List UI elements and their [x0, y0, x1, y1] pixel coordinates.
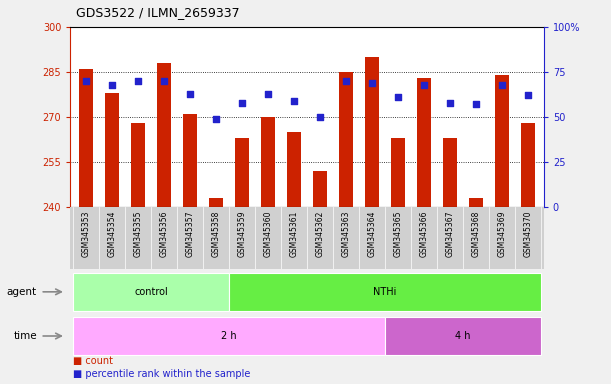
- Text: GSM345364: GSM345364: [368, 210, 376, 257]
- Bar: [157, 63, 171, 207]
- Point: [341, 78, 351, 84]
- Point: [107, 81, 117, 88]
- Text: time: time: [13, 331, 37, 341]
- Text: 2 h: 2 h: [221, 331, 237, 341]
- Bar: [235, 138, 249, 207]
- Point: [393, 94, 403, 100]
- Text: control: control: [134, 287, 168, 297]
- Bar: [469, 199, 483, 207]
- Text: GDS3522 / ILMN_2659337: GDS3522 / ILMN_2659337: [76, 6, 240, 19]
- Text: GSM345369: GSM345369: [498, 210, 507, 257]
- Bar: [339, 72, 353, 207]
- Bar: [391, 138, 405, 207]
- Text: GSM345367: GSM345367: [445, 210, 455, 257]
- Bar: [495, 75, 510, 207]
- Text: GSM345370: GSM345370: [524, 210, 533, 257]
- Bar: [79, 69, 93, 207]
- Text: GSM345358: GSM345358: [211, 210, 221, 257]
- Text: GSM345368: GSM345368: [472, 210, 481, 257]
- Text: GSM345360: GSM345360: [263, 210, 273, 257]
- Text: 4 h: 4 h: [455, 331, 471, 341]
- Bar: [261, 117, 275, 207]
- Point: [471, 101, 481, 108]
- Text: GSM345361: GSM345361: [290, 210, 299, 257]
- Bar: [365, 57, 379, 207]
- Bar: [521, 123, 535, 207]
- Text: GSM345366: GSM345366: [420, 210, 428, 257]
- Point: [159, 78, 169, 84]
- Point: [497, 81, 507, 88]
- Point: [289, 98, 299, 104]
- Point: [185, 91, 195, 97]
- Bar: [417, 78, 431, 207]
- Text: GSM345353: GSM345353: [81, 210, 90, 257]
- Point: [133, 78, 143, 84]
- Bar: [183, 114, 197, 207]
- Bar: [73, 317, 385, 355]
- Point: [445, 99, 455, 106]
- Text: GSM345357: GSM345357: [186, 210, 194, 257]
- Bar: [443, 138, 457, 207]
- Bar: [209, 199, 223, 207]
- Text: GSM345359: GSM345359: [238, 210, 246, 257]
- Point: [211, 116, 221, 122]
- Text: GSM345354: GSM345354: [108, 210, 116, 257]
- Text: ■ count: ■ count: [73, 356, 113, 366]
- Point: [81, 78, 91, 84]
- Point: [523, 93, 533, 99]
- Point: [367, 80, 377, 86]
- Point: [419, 81, 429, 88]
- Point: [263, 91, 273, 97]
- Text: GSM345363: GSM345363: [342, 210, 351, 257]
- Bar: [313, 171, 327, 207]
- Text: GSM345356: GSM345356: [159, 210, 169, 257]
- Bar: [287, 132, 301, 207]
- Point: [237, 99, 247, 106]
- Text: ■ percentile rank within the sample: ■ percentile rank within the sample: [73, 369, 251, 379]
- Bar: [73, 273, 229, 311]
- Text: GSM345355: GSM345355: [133, 210, 142, 257]
- Bar: [104, 93, 119, 207]
- Text: GSM345365: GSM345365: [393, 210, 403, 257]
- Bar: [131, 123, 145, 207]
- Bar: [229, 273, 541, 311]
- Bar: [385, 317, 541, 355]
- Text: agent: agent: [7, 287, 37, 297]
- Text: NTHi: NTHi: [373, 287, 397, 297]
- Point: [315, 114, 325, 120]
- Text: GSM345362: GSM345362: [315, 210, 324, 257]
